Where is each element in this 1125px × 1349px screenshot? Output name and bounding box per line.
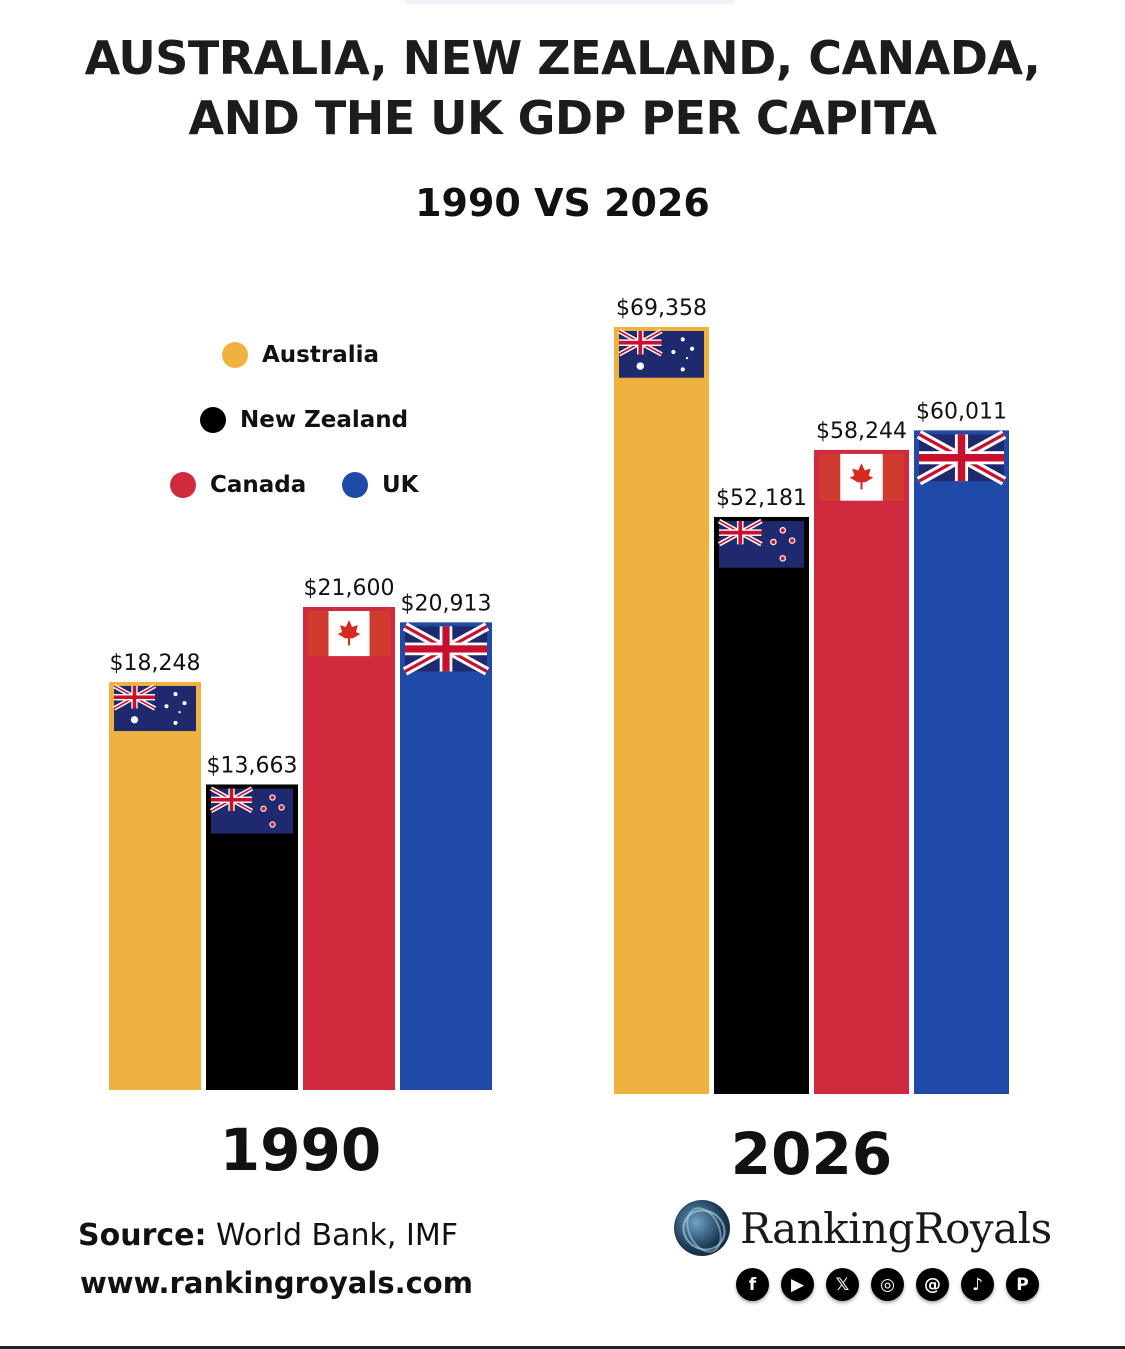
instagram-icon[interactable]: ◎ <box>871 1268 904 1301</box>
chart-subtitle: 1990 VS 2026 <box>415 181 710 225</box>
bar-australia-2026 <box>614 327 709 1094</box>
threads-icon[interactable]: @ <box>916 1268 949 1301</box>
website-link[interactable]: www.rankingroyals.com <box>80 1266 473 1300</box>
bar-group-canada-1990 <box>303 607 395 1090</box>
value-label: $52,181 <box>716 486 807 511</box>
title-line-1: AUSTRALIA, NEW ZEALAND, CANADA, <box>84 31 1041 85</box>
maple-leaf-icon <box>849 463 874 490</box>
social-links: f ▶ 𝕏 ◎ @ ♪ P <box>736 1268 1039 1301</box>
source-label: Source: <box>78 1218 207 1253</box>
legend-label: Australia <box>262 342 380 368</box>
bar-group-new-zealand-1990 <box>206 784 298 1090</box>
star-icon <box>130 716 139 724</box>
bar-new-zealand-2026 <box>714 516 809 1094</box>
chart-title: AUSTRALIA, NEW ZEALAND, CANADA, AND THE … <box>0 28 1125 148</box>
pinterest-icon[interactable]: P <box>1006 1268 1039 1301</box>
bar-group-new-zealand-2026 <box>714 516 809 1094</box>
bar-group-canada-2026 <box>814 449 909 1094</box>
star-icon <box>680 367 685 372</box>
value-label: $13,663 <box>207 753 298 778</box>
legend-item-new-zealand: New Zealand <box>200 407 408 433</box>
star-icon <box>182 701 187 706</box>
title-line-2: AND THE UK GDP PER CAPITA <box>188 91 937 145</box>
youtube-icon[interactable]: ▶ <box>781 1268 814 1301</box>
bar-australia-1990 <box>109 681 201 1090</box>
facebook-icon[interactable]: f <box>736 1268 769 1301</box>
star-icon <box>173 692 178 697</box>
maple-leaf-icon <box>337 620 361 646</box>
bar-group-australia-2026 <box>614 327 709 1094</box>
bar-canada-1990 <box>303 607 395 1090</box>
category-label-2026: 2026 <box>731 1120 892 1188</box>
bar-group-uk-1990 <box>400 622 492 1090</box>
value-label: $20,913 <box>401 591 492 616</box>
brand-name: RankingRoyals <box>740 1203 1052 1253</box>
value-label: $21,600 <box>304 576 395 601</box>
legend-item-australia: Australia <box>222 342 379 368</box>
star-icon <box>671 349 676 355</box>
legend-item-canada: Canada <box>170 472 306 498</box>
value-label: $18,248 <box>110 651 201 676</box>
uk-flag-icon <box>402 622 490 676</box>
legend-label: UK <box>382 472 419 498</box>
legend-dot-australia <box>222 342 248 368</box>
star-icon <box>636 362 644 370</box>
uk-flag-icon <box>916 430 1007 486</box>
value-label: $58,244 <box>816 419 907 444</box>
legend-dot-new-zealand <box>200 407 226 433</box>
source-text: World Bank, IMF <box>206 1218 458 1253</box>
star-icon <box>680 337 685 342</box>
legend-dot-canada <box>170 472 196 498</box>
australia-flag-icon <box>112 683 196 732</box>
legend-label: Canada <box>210 472 307 498</box>
bar-canada-2026 <box>814 449 909 1094</box>
top-decoration <box>405 0 735 4</box>
x-icon[interactable]: 𝕏 <box>826 1268 859 1301</box>
canada-flag-icon <box>308 611 390 657</box>
source-note: Source: World Bank, IMF <box>78 1218 458 1253</box>
bar-uk-2026 <box>914 430 1009 1095</box>
legend-dot-uk <box>342 472 368 498</box>
bottom-divider <box>0 1346 1125 1349</box>
bar-group-australia-1990 <box>109 681 201 1090</box>
star-icon <box>178 710 181 714</box>
star-icon <box>689 346 695 351</box>
value-label: $60,011 <box>916 399 1007 424</box>
value-label: $69,358 <box>616 296 707 321</box>
tiktok-icon[interactable]: ♪ <box>961 1268 994 1301</box>
bar-group-uk-2026 <box>914 430 1009 1095</box>
new-zealand-flag-icon <box>717 518 804 568</box>
canada-flag-icon <box>819 453 904 501</box>
bar-uk-1990 <box>400 622 492 1090</box>
star-icon <box>164 704 169 709</box>
legend-label: New Zealand <box>240 407 409 433</box>
category-label-1990: 1990 <box>220 1116 381 1184</box>
brand: RankingRoyals <box>674 1200 1052 1256</box>
legend-item-uk: UK <box>342 472 419 498</box>
brand-logo-icon <box>674 1200 730 1256</box>
australia-flag-icon <box>617 328 704 378</box>
bar-new-zealand-1990 <box>206 784 298 1090</box>
star-icon <box>173 720 178 725</box>
new-zealand-flag-icon <box>209 786 293 834</box>
star-icon <box>685 356 689 360</box>
